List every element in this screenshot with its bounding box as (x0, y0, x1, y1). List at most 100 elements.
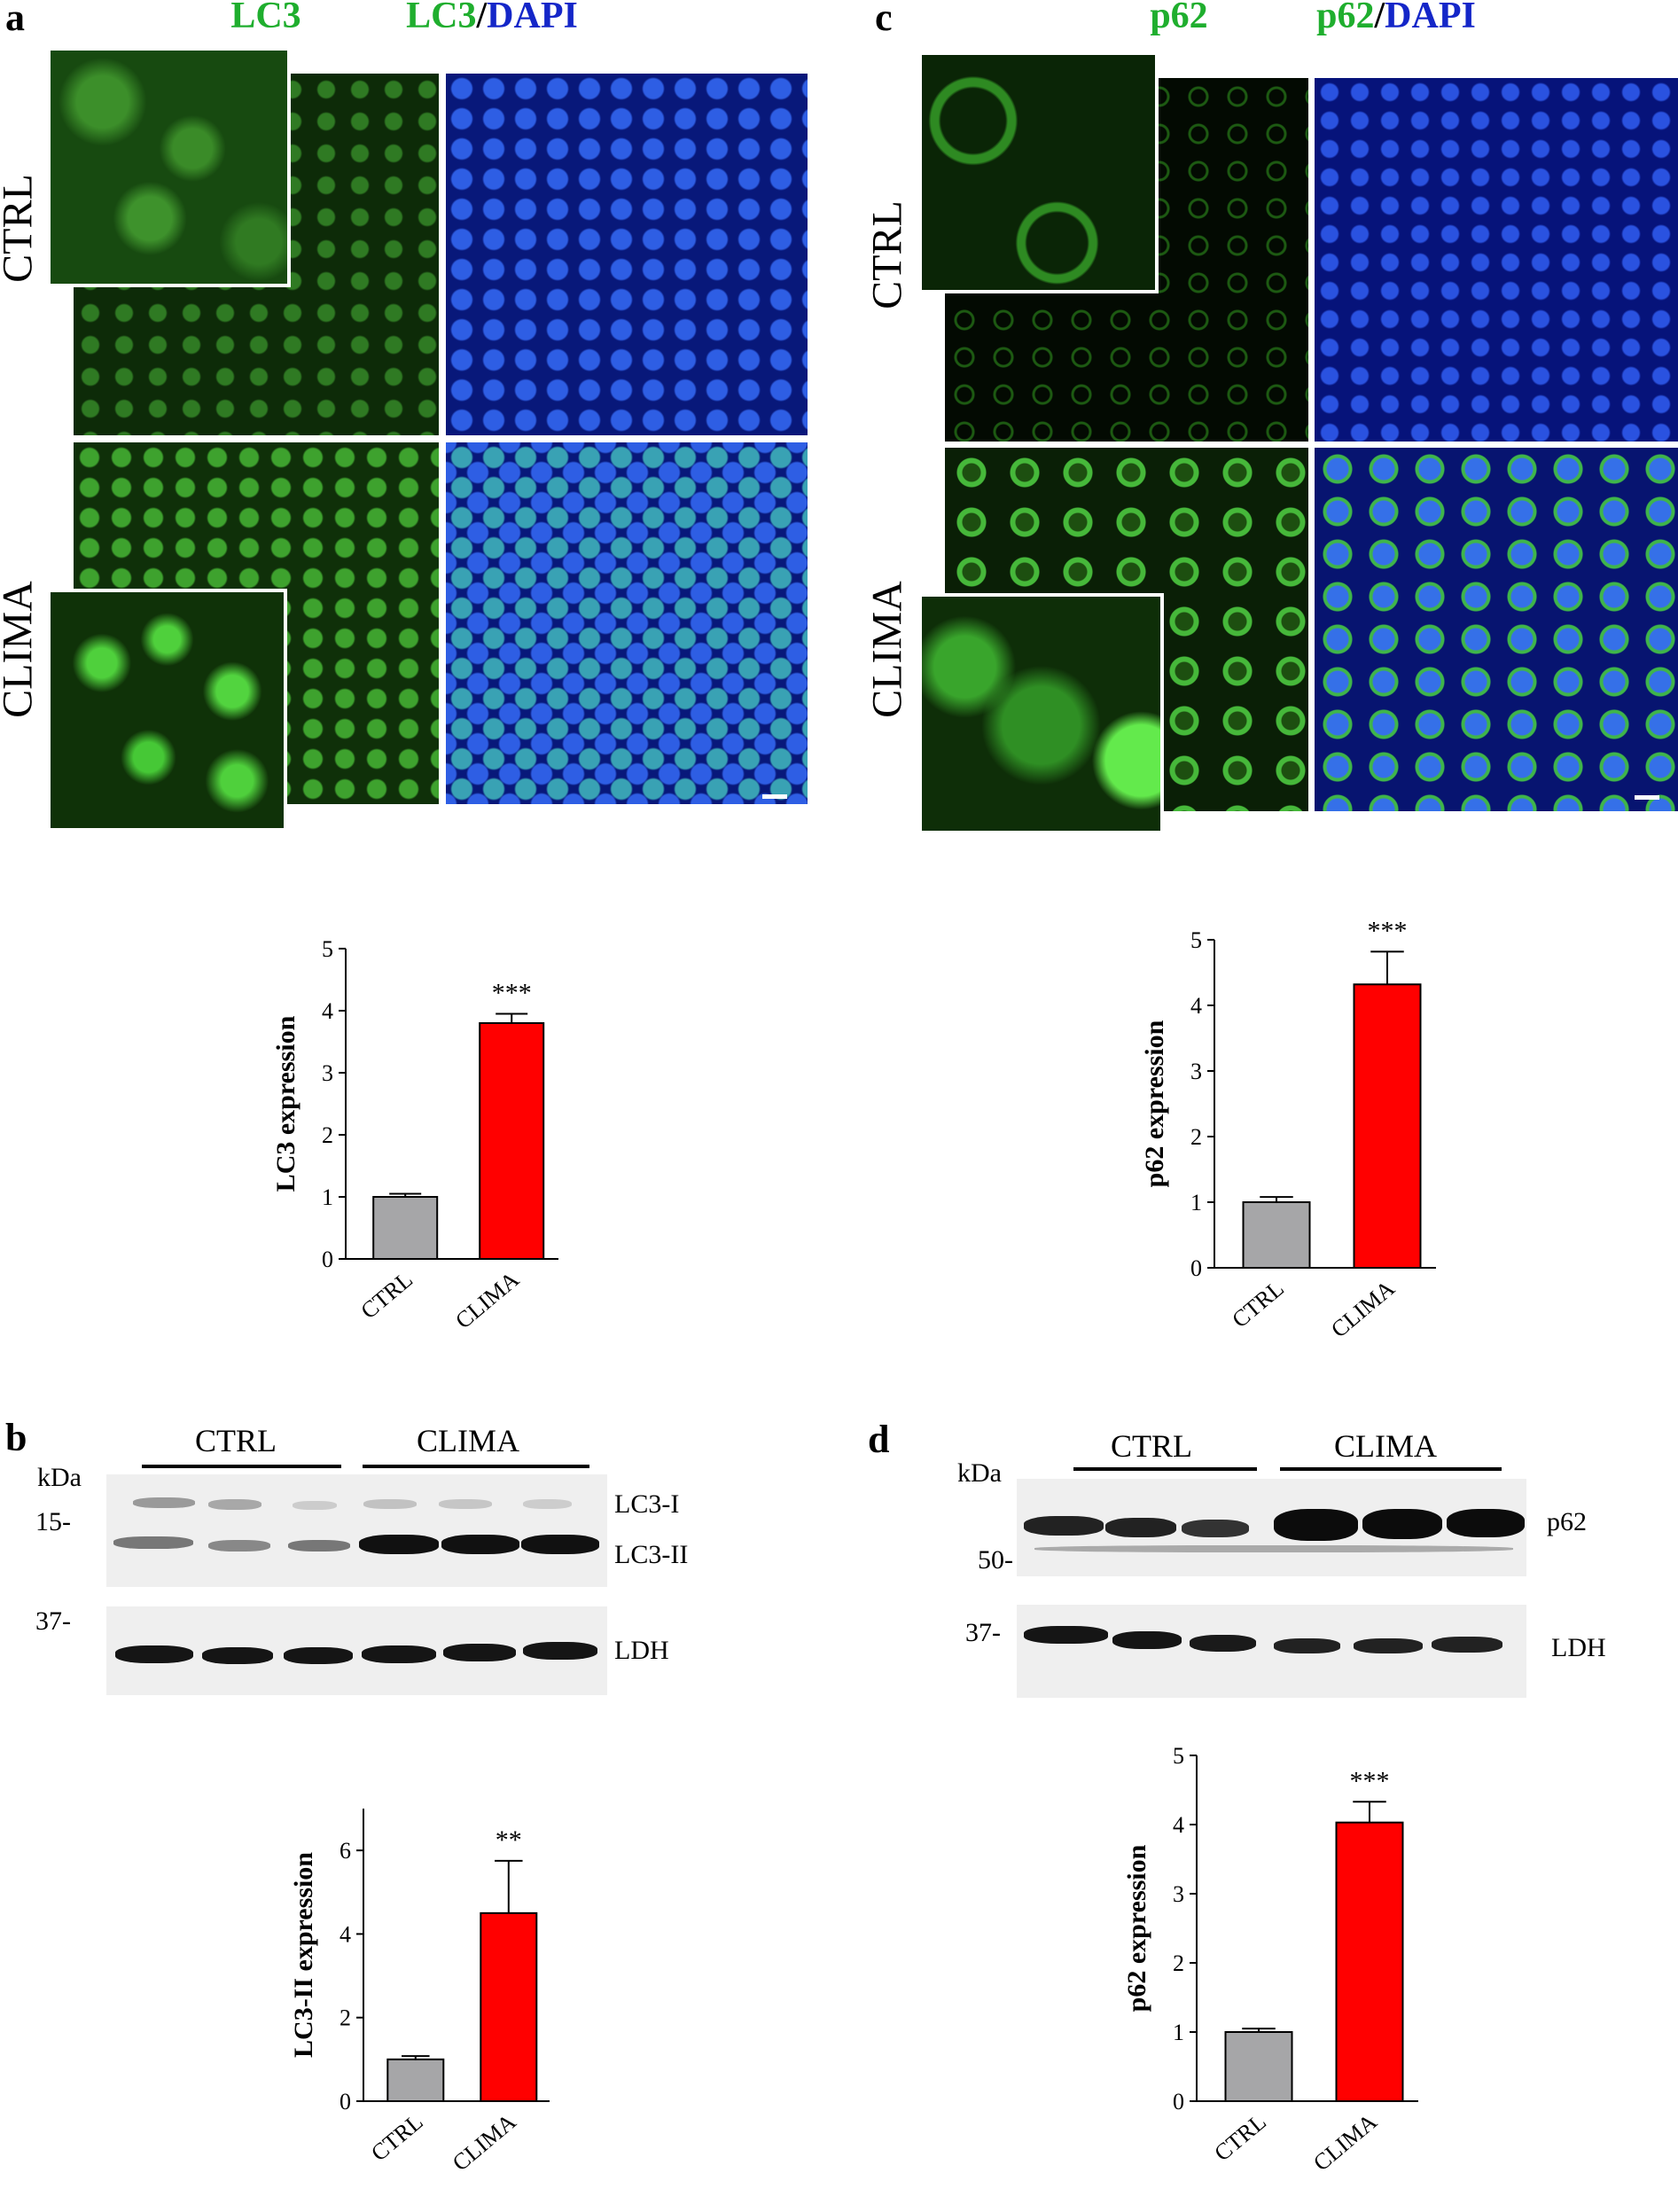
y-tick-label: 2 (1190, 1124, 1202, 1150)
bar (1353, 983, 1422, 1269)
col-head-blue: DAPI (1385, 0, 1476, 36)
group-label-ctrl: CTRL (195, 1423, 277, 1458)
row-label-ctrl: CTRL (0, 174, 42, 283)
panel-letter-b: b (5, 1416, 27, 1459)
significance-label: ** (496, 1825, 522, 1855)
y-axis-label: LC3-II expression (289, 1852, 318, 2058)
col-head-lc3: LC3 (142, 0, 390, 37)
band-p62 (1024, 1516, 1104, 1536)
x-tick-label: CLIMA (450, 1266, 524, 1333)
y-tick-label: 4 (1190, 993, 1202, 1019)
x-tick-label: CLIMA (1308, 2108, 1382, 2176)
band-lc3-ii (208, 1540, 270, 1552)
band-p62 (1362, 1509, 1442, 1539)
significance-label: *** (492, 979, 532, 1008)
blot-p62 (1017, 1479, 1526, 1576)
band-lc3-i (363, 1499, 417, 1509)
band-p62 (1182, 1520, 1249, 1537)
col-head-green: LC3 (406, 0, 477, 36)
chart-d: 0 1 2 3 4 5 p62 expression CTRL *** CLIMA (1099, 1729, 1454, 2208)
chart-c-svg: 0 1 2 3 4 5 p62 expression CTRL *** CLIMA (1140, 916, 1436, 1342)
band-ldh (1354, 1638, 1423, 1653)
inset-p62-clima (918, 593, 1164, 834)
band-ldh (284, 1647, 353, 1664)
chart-d-svg: 0 1 2 3 4 5 p62 expression CTRL *** CLIMA (1122, 1743, 1418, 2176)
band-ldh (1274, 1638, 1340, 1653)
y-tick-label: 1 (322, 1184, 333, 1210)
bar (480, 1911, 538, 2102)
y-tick-label: 5 (1173, 1743, 1184, 1769)
chart-a: 0 1 2 3 4 5 LC3 expression CTRL *** CLIMA (248, 922, 594, 1365)
y-tick-label: 2 (1173, 1950, 1184, 1976)
band-lc3-i (523, 1499, 572, 1509)
band-ldh (1024, 1626, 1108, 1644)
band-label-ldh: LDH (614, 1636, 669, 1665)
y-tick-label: 2 (340, 2005, 351, 2031)
band-lc3-ii (113, 1536, 193, 1549)
x-tick-label: CTRL (366, 2108, 428, 2166)
col-head-lc3-dapi: LC3/DAPI (284, 0, 700, 37)
group-label-clima: CLIMA (417, 1423, 519, 1458)
chart-a-svg: 0 1 2 3 4 5 LC3 expression CTRL *** CLIMA (271, 936, 558, 1333)
col-head-green: p62 (1150, 0, 1208, 36)
bar (1335, 1821, 1404, 2102)
band-ldh (443, 1644, 516, 1661)
y-axis-label: LC3 expression (271, 1015, 300, 1192)
col-head-green: p62 (1316, 0, 1375, 36)
col-head-sep: / (1374, 0, 1385, 36)
y-tick-label: 5 (322, 936, 333, 962)
marker-37: 37- (35, 1606, 71, 1636)
marker-37: 37- (965, 1618, 1001, 1647)
y-tick-label: 3 (1190, 1059, 1202, 1084)
bar (1242, 1201, 1311, 1269)
group-label-clima: CLIMA (1334, 1428, 1437, 1464)
y-tick-label: 0 (340, 2089, 351, 2114)
group-line-ctrl (1073, 1467, 1257, 1471)
bar (386, 2058, 445, 2103)
col-head-green: LC3 (230, 0, 301, 36)
y-tick-label: 4 (322, 998, 333, 1024)
band-p62 (1447, 1509, 1525, 1537)
y-tick-label: 4 (340, 1921, 351, 1947)
kda-label: kDa (37, 1463, 82, 1492)
micrograph-p62-dapi-clima (1315, 448, 1678, 811)
x-tick-label: CTRL (1209, 2108, 1271, 2166)
micrograph-p62-dapi-ctrl (1315, 78, 1678, 442)
y-tick-label: 0 (1190, 1255, 1202, 1281)
band-lc3-ii (441, 1535, 519, 1554)
col-head-blue: DAPI (487, 0, 578, 36)
y-tick-label: 5 (1190, 927, 1202, 953)
y-tick-label: 1 (1173, 2020, 1184, 2045)
y-axis-label: p62 expression (1140, 1020, 1169, 1187)
band-lc3-ii (521, 1535, 599, 1554)
y-tick-label: 3 (322, 1060, 333, 1086)
chart-b: 0 2 4 6 LC3-II expression CTRL ** CLIMA (266, 1782, 585, 2208)
micrograph-lc3-dapi-clima (446, 442, 808, 804)
row-label-ctrl: CTRL (863, 200, 911, 309)
band-p62 (1105, 1518, 1176, 1537)
band-ldh (202, 1647, 273, 1664)
x-tick-label: CTRL (1227, 1275, 1289, 1333)
y-tick-label: 6 (340, 1838, 351, 1864)
marker-50: 50- (978, 1545, 1013, 1575)
band-ldh (362, 1645, 436, 1663)
chart-c: 0 1 2 3 4 5 p62 expression CTRL *** CLIMA (1117, 913, 1471, 1374)
bar (372, 1196, 439, 1260)
group-line-ctrl (142, 1465, 341, 1468)
inset-lc3-clima (47, 589, 287, 832)
band-ldh (1190, 1635, 1256, 1652)
band-lc3-ii (359, 1535, 439, 1554)
band-lc3-ii (288, 1540, 350, 1552)
band-ldh (523, 1642, 597, 1660)
inset-p62-ctrl (918, 51, 1159, 293)
chart-b-svg: 0 2 4 6 LC3-II expression CTRL ** CLIMA (289, 1809, 550, 2176)
inset-lc3-ctrl (47, 47, 291, 287)
significance-label: *** (1368, 916, 1408, 945)
band-p62-lower (1034, 1545, 1513, 1552)
band-lc3-i (208, 1499, 261, 1510)
band-ldh (1432, 1637, 1502, 1653)
panel-letter-d: d (868, 1418, 890, 1461)
y-tick-label: 4 (1173, 1812, 1184, 1838)
blot-ldh-b (106, 1606, 607, 1695)
band-p62 (1274, 1509, 1358, 1541)
